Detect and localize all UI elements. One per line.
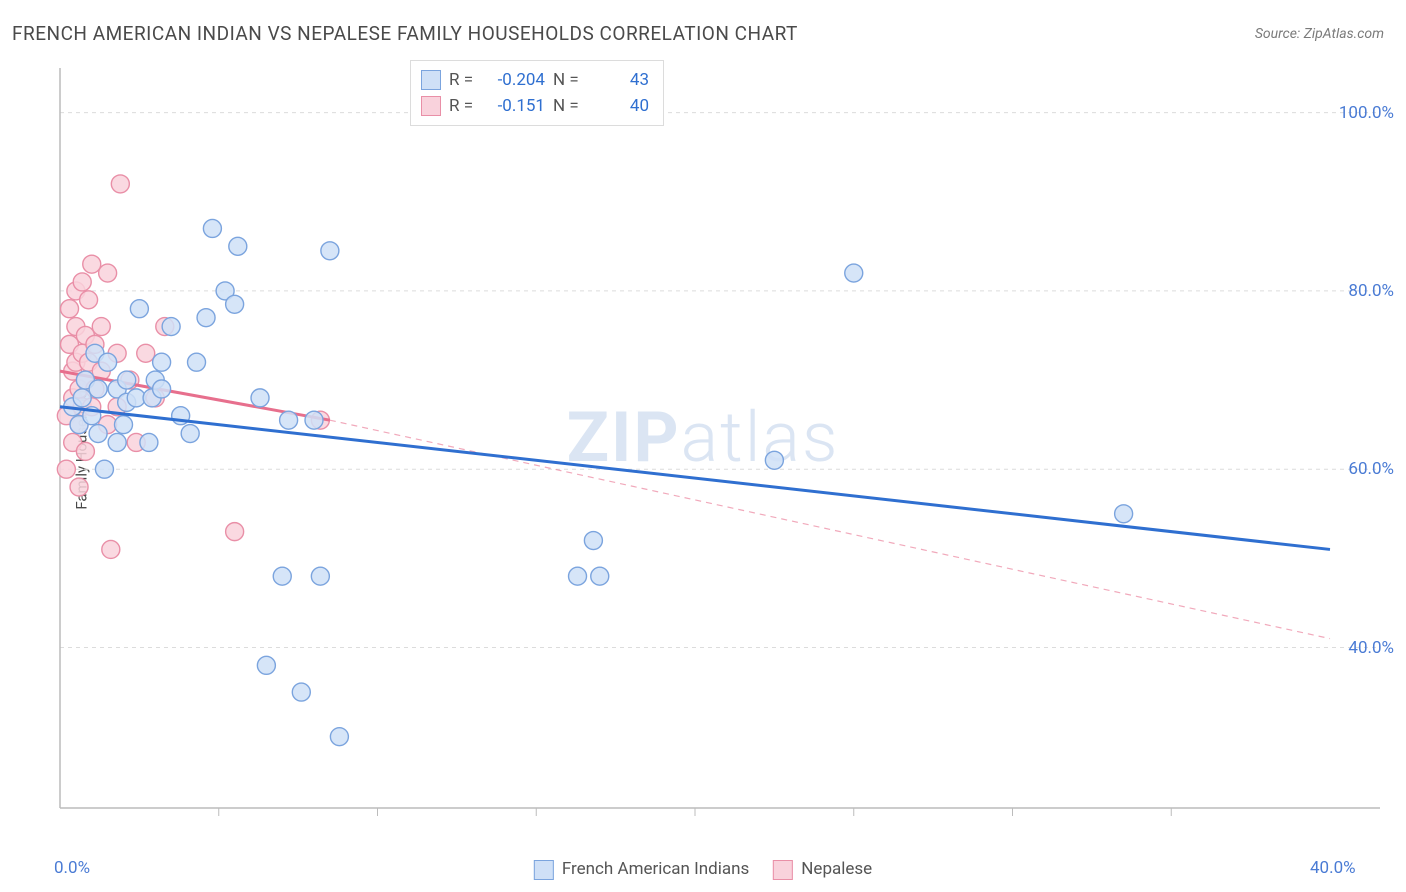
n-label: N = [553, 70, 581, 90]
x-tick-label-left: 0.0% [54, 858, 90, 878]
legend-stats-row-1: R = -0.204 N = 43 [421, 67, 649, 93]
legend-swatch-1 [421, 70, 441, 90]
legend-stats: R = -0.204 N = 43 R = -0.151 N = 40 [410, 60, 664, 126]
legend-series-item-1: French American Indians [534, 859, 749, 880]
legend-series-swatch-1 [534, 860, 554, 880]
legend-series-label-2: Nepalese [801, 859, 872, 879]
legend-series: French American Indians Nepalese [534, 859, 872, 880]
legend-series-swatch-2 [773, 860, 793, 880]
n-value-2: 40 [589, 96, 649, 116]
y-tick-label: 60.0% [1348, 459, 1394, 479]
r-value-1: -0.204 [485, 70, 545, 90]
chart-title: FRENCH AMERICAN INDIAN VS NEPALESE FAMIL… [12, 22, 798, 45]
x-tick-label-right: 40.0% [1310, 858, 1356, 878]
legend-series-item-2: Nepalese [773, 859, 872, 880]
correlation-chart [50, 58, 1390, 838]
n-label: N = [553, 96, 581, 116]
n-value-1: 43 [589, 70, 649, 90]
y-tick-label: 40.0% [1348, 638, 1394, 658]
r-label: R = [449, 96, 477, 116]
y-tick-label: 100.0% [1339, 103, 1394, 123]
source-attribution: Source: ZipAtlas.com [1255, 26, 1384, 42]
legend-swatch-2 [421, 96, 441, 116]
legend-stats-row-2: R = -0.151 N = 40 [421, 93, 649, 119]
y-tick-label: 80.0% [1348, 281, 1394, 301]
r-label: R = [449, 70, 477, 90]
r-value-2: -0.151 [485, 96, 545, 116]
legend-series-label-1: French American Indians [562, 859, 749, 879]
